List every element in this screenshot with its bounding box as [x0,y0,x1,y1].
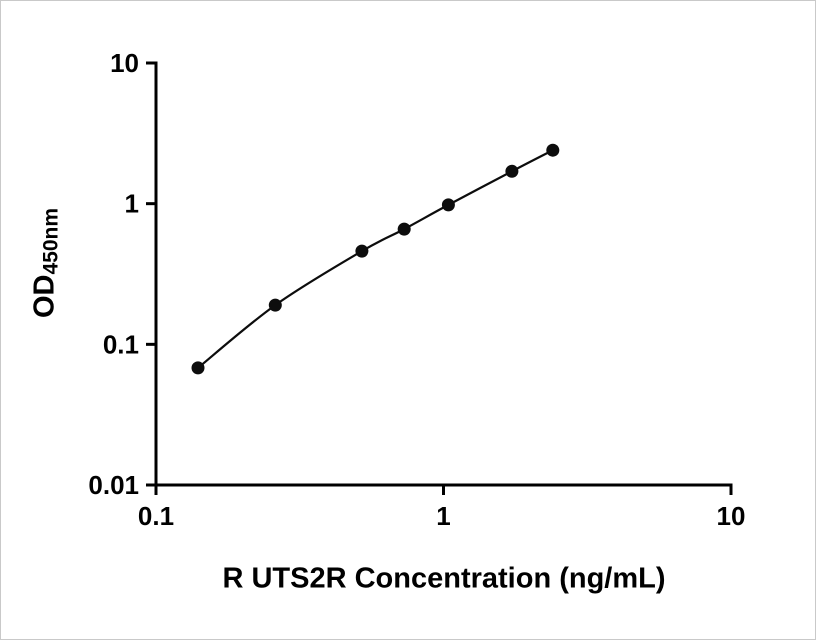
x-tick-label: 0.1 [138,501,174,531]
y-tick-label: 1 [125,189,139,219]
data-point [441,198,455,212]
y-tick-label: 0.01 [88,470,139,500]
x-tick-label: 1 [436,501,450,531]
axis-lines [154,61,733,487]
fit-curve [197,149,554,369]
data-point [505,164,519,178]
x-axis-title: R UTS2R Concentration (ng/mL) [222,562,666,595]
y-tick-label: 0.1 [103,329,139,359]
y-axis-title-subscript: 450nm [39,207,63,275]
data-point [546,143,560,157]
y-axis-title-main: OD [28,274,61,319]
data-point [355,244,369,258]
data-point [191,361,205,375]
x-tick-label: 10 [717,501,746,531]
y-axis-title: OD450nm [28,207,63,319]
data-point [268,298,282,312]
data-point [397,222,411,236]
y-tick-label: 10 [110,48,139,78]
